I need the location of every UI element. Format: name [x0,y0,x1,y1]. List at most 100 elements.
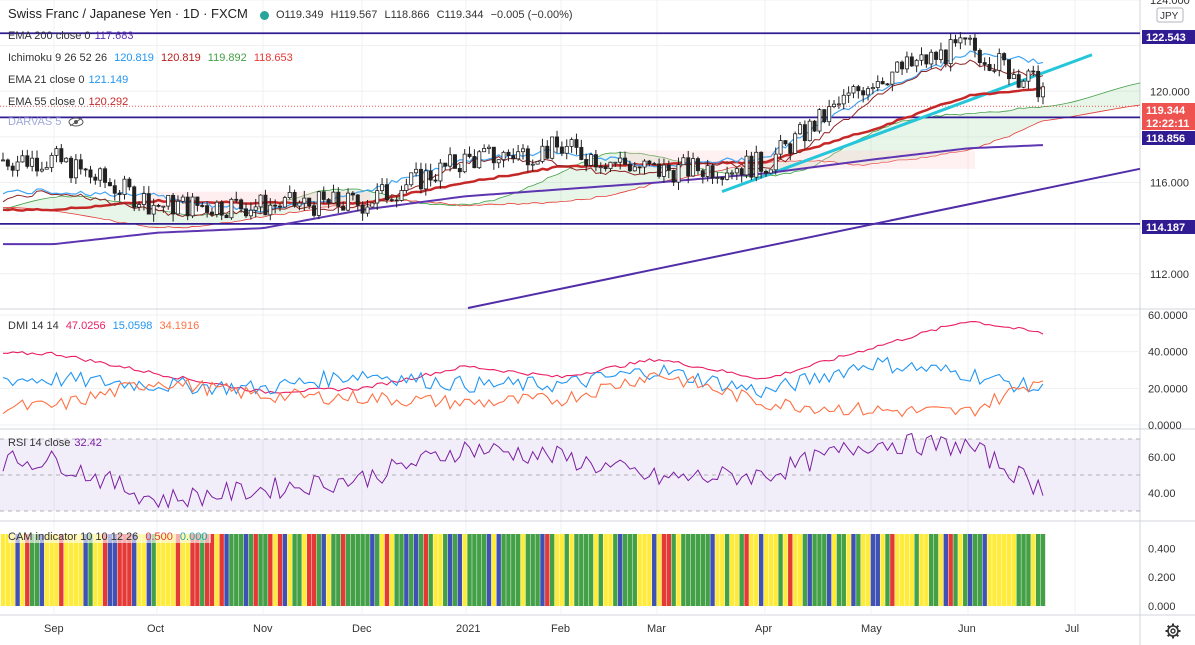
candle-up [725,172,730,180]
cam-bar [326,534,331,606]
cam-bar [656,534,662,606]
cam-bar [78,534,83,606]
cam-bar [700,534,706,606]
legend-ichimoku[interactable]: Ichimoku 9 26 52 26 120.819 120.819 119.… [8,52,297,64]
candle-up [54,148,59,156]
cam-bar [836,534,842,606]
candle-up [122,178,127,195]
cam-bar [146,534,151,606]
candle-down [856,86,861,92]
cam-bar [20,534,25,606]
cam-bar [331,534,336,606]
time-axis-label: Apr [755,623,772,635]
candle-down [93,176,98,181]
cam-bar [10,534,15,606]
cam-bar [778,534,783,606]
cam-bar [1021,534,1026,606]
candle-up [807,120,812,142]
candle-up [137,204,142,208]
market-status-icon [259,10,269,20]
candle-up [477,151,482,169]
cam-bar [481,534,487,606]
settings-gear-icon[interactable] [1165,623,1181,639]
cam-bar [826,534,832,606]
cam-bar [409,534,414,606]
candle-down [234,198,239,201]
cam-bar [642,534,647,606]
candle-down [278,205,283,208]
time-axis-label: Nov [253,623,273,635]
legend-cam[interactable]: CAM indicator 10 10 12 26 0.500 0.000 [8,531,212,543]
cam-bar [593,534,599,606]
cam-bar [253,534,258,606]
candle-up [409,172,414,186]
candle-up [768,169,773,174]
symbol-title[interactable]: Swiss Franc / Japanese Yen · 1D · FXCM [8,6,248,21]
cam-bar [1006,534,1012,606]
cam-bar [112,534,117,606]
candle-down [987,64,992,71]
candle-down [389,199,394,202]
dmi-tick-label: 40.0000 [1148,347,1188,359]
cam-bar [515,534,521,606]
candle-down [195,196,200,206]
candle-up [705,165,710,177]
legend-ema200[interactable]: EMA 200 close 0 117.683 [8,30,138,42]
candle-up [44,167,49,170]
candle-up [661,164,666,177]
legend-ema21[interactable]: EMA 21 close 0 121.149 [8,74,132,86]
cam-bar [690,534,696,606]
dmi-v1: 47.0256 [65,320,106,332]
cam-bar [29,534,35,606]
currency-badge [1156,7,1184,23]
candle-down [171,194,176,215]
cam-bar [277,534,283,606]
cam-bar [418,534,424,606]
hidden-eye-icon[interactable] [68,117,84,127]
legend-darvas[interactable]: DARVAS 5 [8,116,84,128]
legend-ema55[interactable]: EMA 55 close 0 120.292 [8,96,132,108]
cam-bar [438,534,443,606]
candle-down [83,168,88,171]
time-axis-label: Jul [1065,623,1079,635]
candle-up [1026,70,1031,82]
candle-up [39,168,44,172]
cam-bar [180,534,186,606]
candle-down [885,83,890,86]
price-marker-label: 119.344 [1146,105,1186,117]
legend-dmi[interactable]: DMI 14 14 47.0256 15.0598 34.1916 [8,320,203,332]
rsi-value: 32.42 [74,437,102,449]
cam-bar [248,534,254,606]
cam-bar [948,534,953,606]
candle-up [832,103,837,108]
cam-bar [195,534,200,606]
candle-down [924,54,929,65]
legend-rsi[interactable]: RSI 14 close 32.42 [8,437,106,449]
candle-up [190,196,195,217]
cam-bar [467,534,472,606]
candle-down [739,168,744,176]
cam-bar [88,534,93,606]
price-marker-label: 118.856 [1146,133,1185,145]
cam-bar [491,534,497,606]
candle-down [506,151,511,156]
cam-bar [715,534,720,606]
candle-up [486,146,491,149]
candle-up [778,140,783,155]
candle-down [219,201,224,216]
cam-bar [161,534,166,606]
cam-bar [5,534,11,606]
cam-bar [588,534,594,606]
currency-label: JPY [1160,11,1179,22]
ohlc-change: −0.005 (−0.00%) [490,9,573,21]
cam-bar [384,534,390,606]
cam-bar [209,534,215,606]
price-marker-label: 114.187 [1146,222,1185,234]
candle-down [472,156,477,169]
cam-bar [530,534,535,606]
cam-bar [44,534,49,606]
price-tick-label: 120.000 [1150,86,1190,98]
candle-up [98,168,103,181]
candle-up [729,172,734,175]
cam-bar [997,534,1002,606]
